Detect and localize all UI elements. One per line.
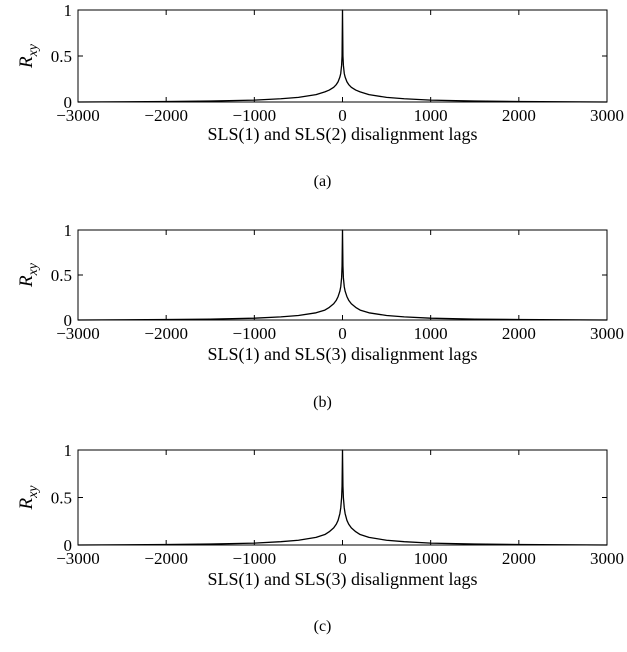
series-line-0 bbox=[77, 229, 608, 321]
x-tick-label: 3000 bbox=[590, 549, 624, 568]
y-tick-label: 0.5 bbox=[51, 266, 72, 285]
y-tick-label: 0.5 bbox=[51, 47, 72, 66]
y-tick-label: 1 bbox=[64, 221, 73, 240]
y-tick-label: 1 bbox=[64, 1, 73, 20]
y-tick-label: 1 bbox=[64, 441, 73, 460]
x-tick-label: −1000 bbox=[233, 324, 277, 343]
x-tick-label: −1000 bbox=[233, 549, 277, 568]
chart-panel-1: −3000 −2000 −1000 0 1000 2000 3000 0 0.5 1 Rxy SLS(… bbox=[16, 221, 624, 411]
x-axis-label: SLS(1) and SLS(3) disalignment lags bbox=[208, 344, 478, 365]
x-tick-label: 3000 bbox=[590, 324, 624, 343]
y-axis-label: Rxy bbox=[16, 43, 41, 69]
x-tick-label: 2000 bbox=[502, 106, 536, 125]
x-tick-label: 2000 bbox=[502, 549, 536, 568]
x-tick-label: 2000 bbox=[502, 324, 536, 343]
x-tick-label: 0 bbox=[338, 549, 347, 568]
x-tick-label: −1000 bbox=[233, 106, 277, 125]
x-tick-label: −2000 bbox=[144, 549, 188, 568]
x-tick-label: 1000 bbox=[414, 324, 448, 343]
x-tick-label: −2000 bbox=[144, 106, 188, 125]
series-line-0 bbox=[77, 449, 608, 546]
x-tick-label: 1000 bbox=[414, 106, 448, 125]
chart-panel-0: −3000 −2000 −1000 0 1000 2000 3000 0 0.5 1 Rxy SLS(… bbox=[16, 1, 624, 190]
x-tick-label: 0 bbox=[338, 324, 347, 343]
x-tick-label: −3000 bbox=[56, 106, 100, 125]
y-tick-label: 0.5 bbox=[51, 489, 72, 508]
panel-label: (a) bbox=[314, 173, 332, 190]
y-axis-label: Rxy bbox=[16, 485, 41, 511]
y-tick-label: 0 bbox=[64, 93, 73, 112]
panel-label: (b) bbox=[313, 394, 332, 411]
x-tick-label: 3000 bbox=[590, 106, 624, 125]
chart-panel-2: −3000 −2000 −1000 0 1000 2000 3000 0 0.5 1 Rxy SLS(… bbox=[16, 441, 624, 635]
x-tick-label: −3000 bbox=[56, 324, 100, 343]
x-tick-label: −2000 bbox=[144, 324, 188, 343]
x-tick-label: 1000 bbox=[414, 549, 448, 568]
x-tick-label: −3000 bbox=[56, 549, 100, 568]
x-axis-label: SLS(1) and SLS(2) disalignment lags bbox=[208, 124, 478, 145]
x-tick-label: 0 bbox=[338, 106, 347, 125]
y-tick-label: 0 bbox=[64, 311, 73, 330]
panel-label: (c) bbox=[314, 618, 332, 635]
y-tick-label: 0 bbox=[64, 536, 73, 555]
x-axis-label: SLS(1) and SLS(3) disalignment lags bbox=[208, 569, 478, 590]
y-axis-label: Rxy bbox=[16, 262, 41, 288]
series-line-0 bbox=[77, 9, 608, 103]
